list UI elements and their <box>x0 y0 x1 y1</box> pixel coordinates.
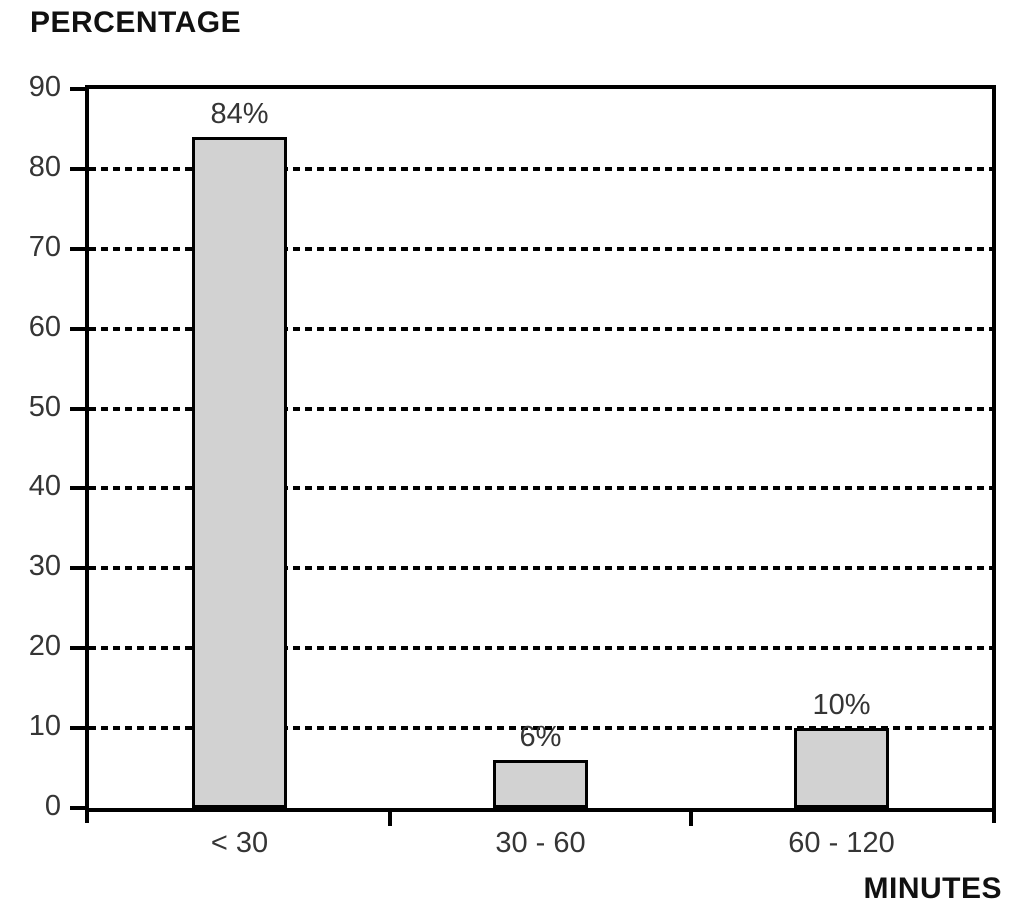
plot-area: 84% 6% 10% 0 10 20 30 40 50 60 70 80 90 < 30 30 - 60… <box>29 71 996 859</box>
y-tick-label: 40 <box>28 470 61 503</box>
bar-30 - 60 <box>493 760 588 808</box>
y-tick-label: 50 <box>28 390 61 423</box>
y-tick-mark <box>70 566 85 571</box>
gridline-30 <box>89 566 992 571</box>
y-tick-mark <box>70 166 85 171</box>
x-category-label: 60 - 120 <box>788 827 895 859</box>
y-tick-mark <box>70 406 85 411</box>
y-tick-label: 30 <box>28 550 61 583</box>
bar-< 30 <box>192 136 287 808</box>
bar-value-label: 6% <box>519 721 562 754</box>
bar-value-label: 10% <box>812 689 871 722</box>
y-tick-mark <box>70 726 85 731</box>
x-category-label: < 30 <box>210 827 269 859</box>
gridline-10 <box>89 726 992 731</box>
y-tick-mark <box>70 87 85 91</box>
y-tick-mark <box>70 646 85 651</box>
y-axis-extension-left <box>85 812 89 823</box>
y-tick-mark <box>70 486 85 491</box>
gridline-60 <box>89 326 992 331</box>
x-axis-title: MINUTES <box>863 872 1002 905</box>
bar-60 - 120 <box>794 728 889 808</box>
y-tick-mark <box>70 246 85 251</box>
y-tick-mark <box>70 806 85 810</box>
x-category-label: 30 - 60 <box>495 827 586 859</box>
y-tick-label: 0 <box>44 790 61 822</box>
y-tick-label: 70 <box>28 230 61 263</box>
y-tick-label: 20 <box>28 630 61 663</box>
gridline-80 <box>89 166 992 171</box>
gridline-40 <box>89 486 992 491</box>
y-axis-title: PERCENTAGE <box>30 6 242 39</box>
y-axis-extension-right <box>992 812 996 823</box>
x-tick-mark <box>689 812 693 826</box>
gridline-70 <box>89 246 992 251</box>
y-tick-label: 90 <box>28 71 61 103</box>
y-tick-mark <box>70 326 85 331</box>
y-tick-label: 10 <box>28 710 61 743</box>
bar-value-label: 84% <box>210 97 269 130</box>
x-tick-mark <box>388 812 392 826</box>
y-tick-label: 60 <box>28 310 61 343</box>
y-tick-label: 80 <box>28 150 61 183</box>
gridline-50 <box>89 406 992 411</box>
gridline-20 <box>89 646 992 651</box>
